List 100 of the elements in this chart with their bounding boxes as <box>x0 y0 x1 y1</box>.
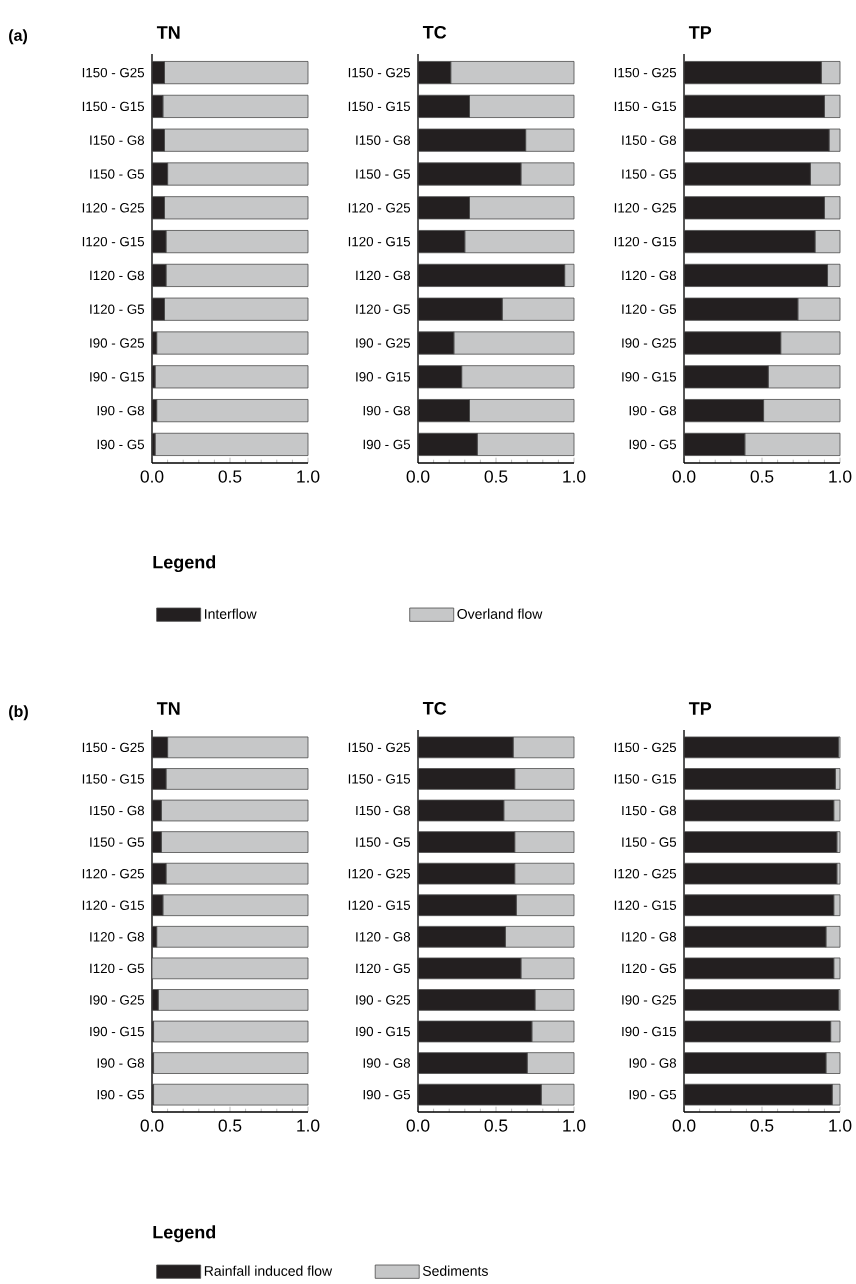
x-tick-label: 0.5 <box>750 470 774 483</box>
x-tick-label: 0.5 <box>218 470 242 483</box>
y-tick-label: I90 - G25 <box>90 995 145 1005</box>
y-tick-label: I120 - G25 <box>82 868 145 879</box>
y-tick-label: I150 - G25 <box>614 67 677 78</box>
y-tick-label: I150 - G25 <box>614 742 677 753</box>
x-tick-label: 0.0 <box>406 470 430 483</box>
y-tick-label: I120 - G8 <box>356 932 411 942</box>
x-tick-label: 0.0 <box>140 470 164 483</box>
chart-title: TC <box>422 25 447 39</box>
y-tick-label: I90 - G25 <box>622 995 677 1005</box>
legend-label: Overland flow <box>457 608 543 619</box>
y-tick-label: I120 - G25 <box>348 203 411 213</box>
legend-label: Interflow <box>205 608 257 619</box>
x-tick-label: 1.0 <box>297 470 320 483</box>
y-tick-label: I120 - G8 <box>622 270 677 281</box>
x-tick-label: 0.5 <box>484 470 508 483</box>
y-tick-label: I90 - G15 <box>356 1026 411 1037</box>
y-tick-label: I150 - G8 <box>622 805 677 816</box>
x-tick-label: 1.0 <box>563 470 586 483</box>
y-tick-label: I150 - G8 <box>356 805 411 816</box>
y-tick-label: I150 - G25 <box>82 67 145 78</box>
y-tick-label: I150 - G25 <box>348 742 411 753</box>
y-tick-label: I90 - G25 <box>356 995 411 1005</box>
y-tick-label: I120 - G5 <box>622 304 677 314</box>
y-tick-label: I120 - G15 <box>82 236 145 247</box>
y-tick-label: I150 - G25 <box>82 742 145 753</box>
legend-label: Sediments <box>422 1265 488 1276</box>
y-tick-label: I150 - G5 <box>356 837 411 847</box>
y-tick-label: I120 - G15 <box>614 900 677 910</box>
x-tick-label: 1.0 <box>297 1119 320 1132</box>
y-tick-label: I90 - G5 <box>97 439 145 450</box>
y-tick-label: I90 - G25 <box>622 338 677 348</box>
y-tick-label: I150 - G5 <box>356 169 411 179</box>
chart-title: TP <box>688 702 712 715</box>
y-tick-label: I120 - G15 <box>348 900 411 910</box>
y-tick-label: I150 - G8 <box>356 135 411 145</box>
legend-title: Legend <box>153 555 216 573</box>
y-tick-label: I150 - G15 <box>348 774 411 784</box>
y-tick-label: I90 - G8 <box>363 405 411 416</box>
y-tick-label: I90 - G5 <box>629 439 677 450</box>
y-tick-label: I90 - G5 <box>97 1089 145 1100</box>
y-tick-label: I150 - G8 <box>90 135 145 145</box>
y-tick-label: I120 - G15 <box>348 236 411 247</box>
y-tick-label: I150 - G15 <box>614 774 677 784</box>
y-tick-label: I150 - G25 <box>348 67 411 78</box>
y-tick-label: I120 - G25 <box>348 868 411 879</box>
y-tick-label: I150 - G5 <box>90 169 145 179</box>
y-tick-label: I120 - G8 <box>90 932 145 942</box>
legend-label: Rainfall induced flow <box>204 1265 333 1276</box>
x-tick-label: 0.0 <box>406 1119 430 1132</box>
y-tick-label: I90 - G15 <box>90 1026 145 1037</box>
y-tick-label: I120 - G5 <box>622 963 677 974</box>
y-tick-label: I150 - G5 <box>622 169 677 179</box>
y-tick-label: I120 - G25 <box>82 203 145 213</box>
x-tick-label: 1.0 <box>829 1119 852 1132</box>
y-tick-label: I120 - G8 <box>622 932 677 942</box>
y-tick-label: I90 - G15 <box>356 372 411 382</box>
y-tick-label: I150 - G15 <box>614 101 677 112</box>
x-tick-label: 1.0 <box>563 1119 586 1132</box>
y-tick-label: I120 - G5 <box>90 963 145 974</box>
y-tick-label: I120 - G8 <box>356 270 411 281</box>
y-tick-label: I120 - G5 <box>90 304 145 314</box>
text: (b) <box>9 705 28 721</box>
y-tick-label: I90 - G15 <box>622 372 677 382</box>
y-tick-label: I90 - G8 <box>629 1058 677 1068</box>
x-tick-label: 0.0 <box>672 1119 696 1132</box>
x-tick-label: 0.0 <box>140 1119 164 1132</box>
y-tick-label: I120 - G5 <box>356 963 411 974</box>
y-tick-label: I120 - G5 <box>356 304 411 314</box>
y-tick-label: I90 - G25 <box>356 338 411 348</box>
y-tick-label: I90 - G8 <box>629 405 677 416</box>
y-tick-label: I150 - G8 <box>622 135 677 145</box>
x-tick-label: 0.0 <box>672 470 696 483</box>
y-tick-label: I120 - G15 <box>82 900 145 910</box>
y-tick-label: I120 - G8 <box>90 270 145 281</box>
y-tick-label: I150 - G15 <box>82 774 145 784</box>
x-tick-label: 0.5 <box>218 1119 242 1132</box>
y-tick-label: I120 - G25 <box>614 203 677 213</box>
x-tick-label: 0.5 <box>484 1119 508 1132</box>
y-tick-label: I90 - G25 <box>90 338 145 348</box>
y-tick-label: I90 - G5 <box>363 1089 411 1100</box>
y-tick-label: I150 - G15 <box>82 101 145 112</box>
y-tick-label: I90 - G15 <box>90 372 145 382</box>
legend-title: Legend <box>153 1225 216 1243</box>
y-tick-label: I120 - G15 <box>614 236 677 247</box>
text: (a) <box>9 29 28 45</box>
y-tick-label: I90 - G5 <box>363 439 411 450</box>
y-tick-label: I90 - G8 <box>97 405 145 416</box>
y-tick-label: I120 - G25 <box>614 868 677 879</box>
y-tick-label: I90 - G8 <box>363 1058 411 1068</box>
chart-title: TP <box>688 26 712 39</box>
y-tick-label: I150 - G5 <box>90 837 145 847</box>
y-tick-label: I150 - G15 <box>348 101 411 112</box>
y-tick-label: I90 - G5 <box>629 1089 677 1100</box>
y-tick-label: I90 - G8 <box>97 1058 145 1068</box>
x-tick-label: 0.5 <box>750 1119 774 1132</box>
chart-title: TN <box>156 702 180 715</box>
y-tick-label: I90 - G15 <box>622 1026 677 1037</box>
chart-title: TN <box>156 26 180 39</box>
